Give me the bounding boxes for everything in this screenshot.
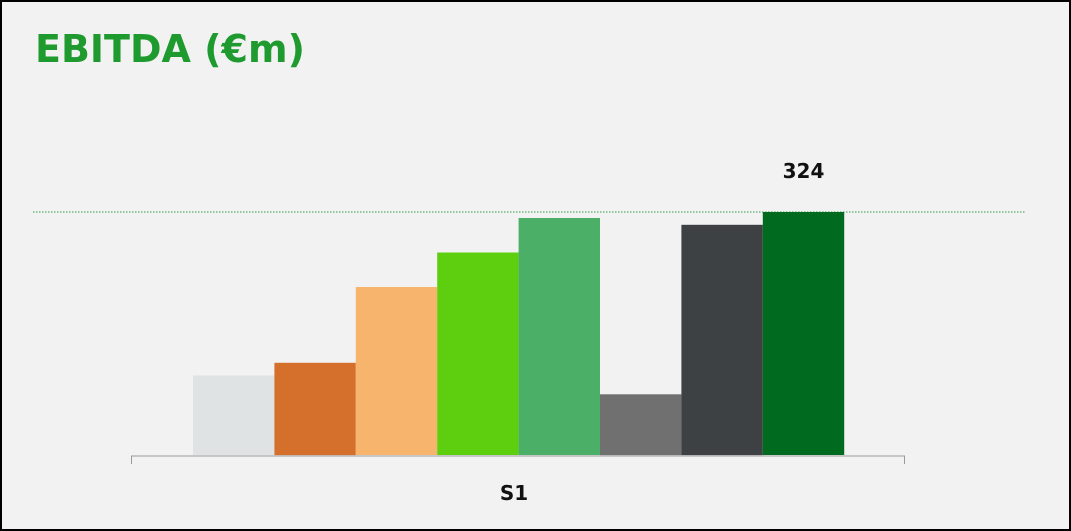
data-label: 324 xyxy=(783,159,825,183)
chart-title: EBITDA (€m) xyxy=(35,27,305,71)
bar-3 xyxy=(355,287,438,455)
bar-5 xyxy=(518,218,600,455)
bar-8 xyxy=(762,212,845,455)
bar-2 xyxy=(274,362,356,456)
data-labels: 324 xyxy=(783,159,825,183)
x-tick-label: S1 xyxy=(500,481,528,505)
bar-7 xyxy=(681,224,763,456)
bar-6 xyxy=(600,394,682,456)
x-axis: S1 xyxy=(131,455,905,505)
bar-group xyxy=(193,212,845,456)
bar-4 xyxy=(437,252,519,455)
bar-1 xyxy=(193,375,275,455)
